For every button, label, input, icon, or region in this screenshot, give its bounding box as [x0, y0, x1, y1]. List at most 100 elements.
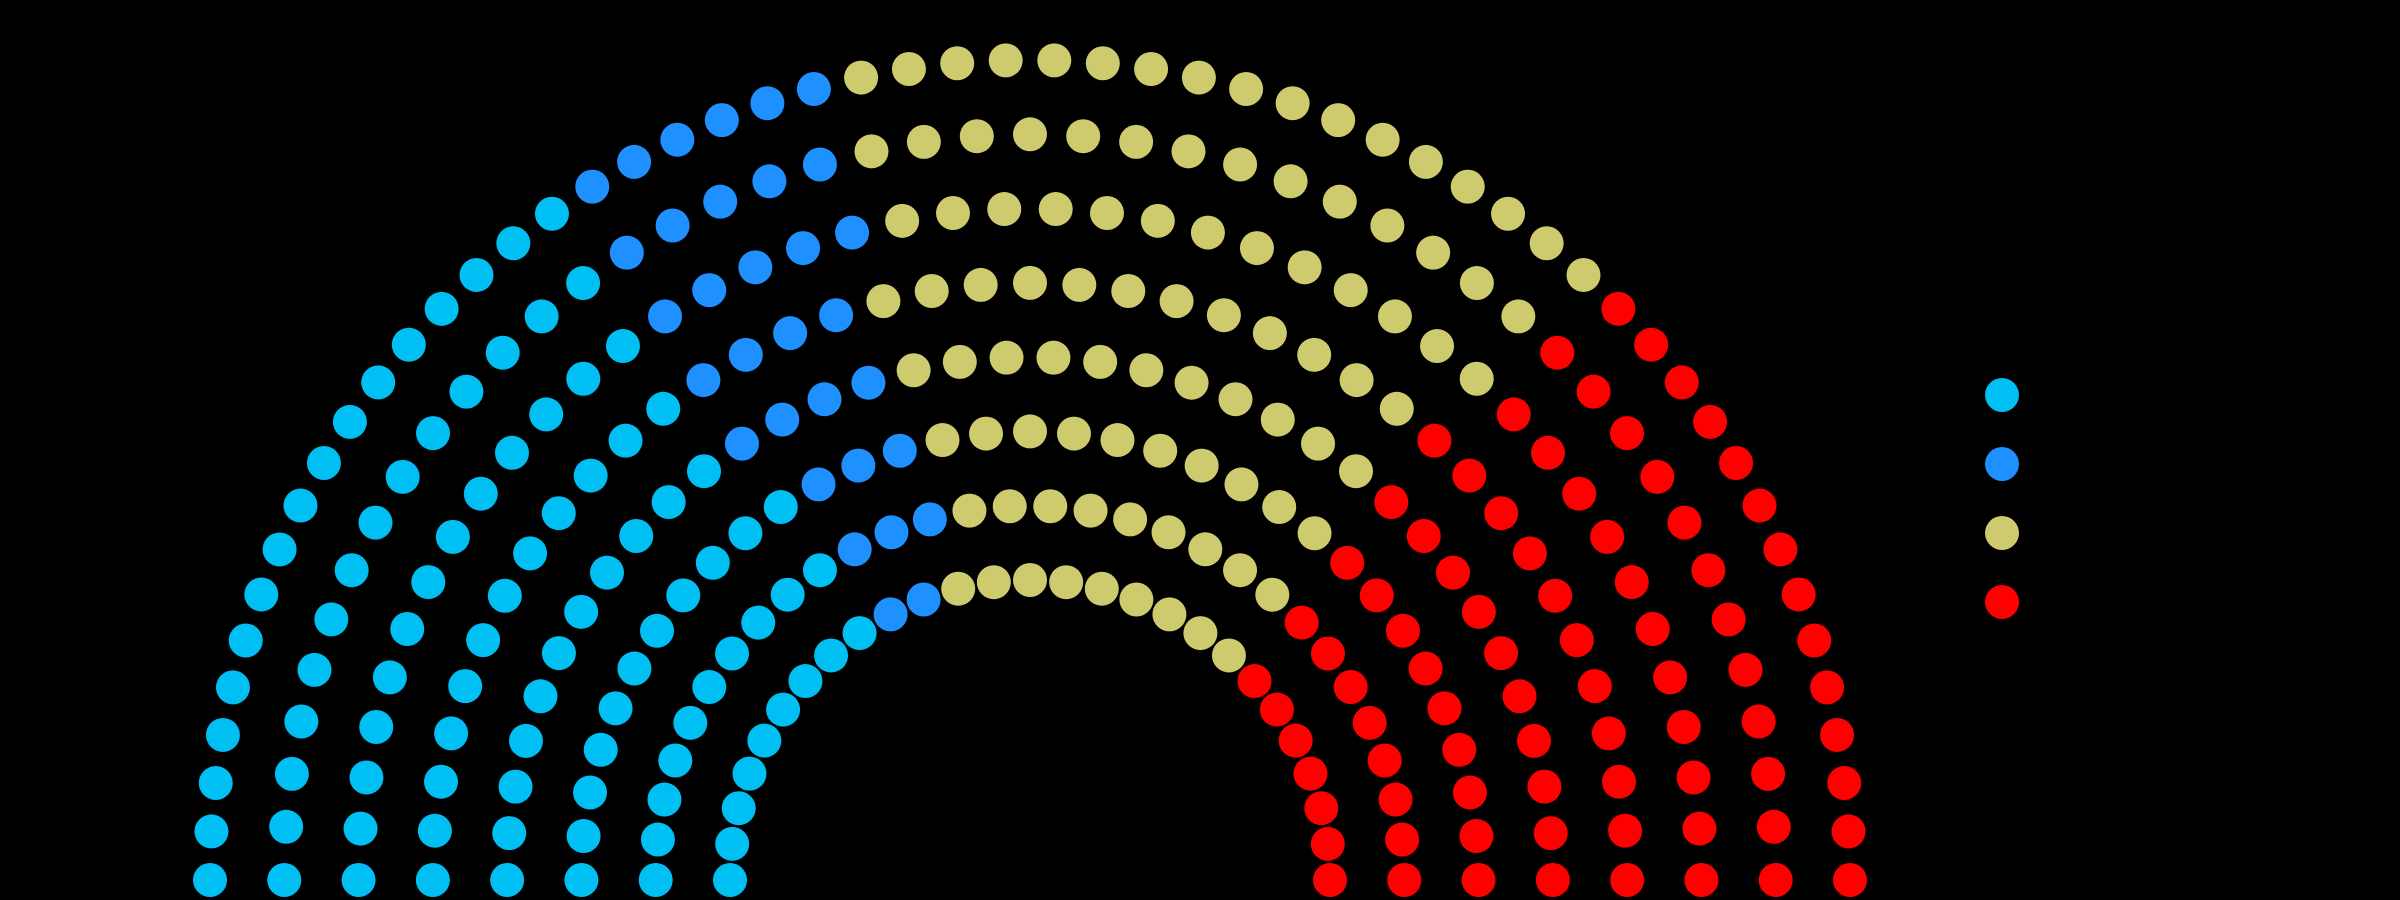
seat[interactable] — [914, 274, 949, 308]
seat[interactable] — [1284, 605, 1319, 640]
seat[interactable] — [646, 391, 681, 426]
seat[interactable] — [466, 623, 501, 658]
seat[interactable] — [1450, 169, 1485, 204]
seat[interactable] — [1484, 496, 1519, 531]
seat[interactable] — [1833, 863, 1867, 897]
seat[interactable] — [660, 122, 695, 157]
seat[interactable] — [640, 613, 675, 648]
seat[interactable] — [989, 340, 1024, 375]
seat[interactable] — [1406, 518, 1441, 553]
seat[interactable] — [575, 169, 610, 204]
seat[interactable] — [1033, 489, 1068, 524]
seat[interactable] — [314, 602, 349, 637]
seat[interactable] — [1664, 365, 1699, 400]
seat[interactable] — [752, 164, 787, 199]
seat[interactable] — [1377, 299, 1412, 334]
seat[interactable] — [385, 459, 420, 494]
seat[interactable] — [566, 819, 601, 854]
seat[interactable] — [508, 723, 543, 758]
seat[interactable] — [274, 756, 309, 791]
seat[interactable] — [495, 435, 529, 470]
seat[interactable] — [1635, 612, 1670, 647]
seat[interactable] — [1533, 816, 1568, 851]
seat[interactable] — [724, 426, 759, 461]
seat[interactable] — [1614, 565, 1649, 600]
seat[interactable] — [1239, 231, 1274, 266]
seat[interactable] — [1049, 565, 1084, 600]
seat[interactable] — [306, 446, 341, 480]
seat[interactable] — [566, 266, 601, 301]
seat[interactable] — [1184, 448, 1219, 483]
seat[interactable] — [885, 203, 920, 238]
seat[interactable] — [1301, 426, 1336, 461]
seat[interactable] — [1224, 467, 1259, 502]
seat[interactable] — [1609, 416, 1644, 451]
seat[interactable] — [1223, 147, 1258, 182]
legend-item[interactable] — [1985, 567, 2365, 636]
seat[interactable] — [1322, 184, 1357, 219]
seat[interactable] — [1538, 578, 1573, 613]
seat[interactable] — [566, 361, 601, 396]
seat[interactable] — [814, 638, 849, 673]
seat[interactable] — [802, 147, 837, 182]
seat[interactable] — [1374, 485, 1409, 520]
seat[interactable] — [1038, 192, 1073, 227]
seat[interactable] — [1436, 555, 1470, 590]
seat[interactable] — [1129, 353, 1164, 388]
seat[interactable] — [1278, 723, 1313, 758]
seat[interactable] — [617, 144, 652, 179]
seat[interactable] — [1313, 863, 1347, 897]
seat[interactable] — [459, 257, 494, 292]
seat[interactable] — [1529, 226, 1564, 261]
seat[interactable] — [1797, 623, 1832, 658]
seat[interactable] — [1113, 502, 1148, 537]
seat[interactable] — [1459, 361, 1494, 396]
seat[interactable] — [1461, 863, 1496, 897]
seat[interactable] — [940, 46, 975, 81]
seat[interactable] — [244, 577, 279, 612]
seat[interactable] — [786, 231, 821, 266]
seat[interactable] — [513, 536, 548, 571]
seat[interactable] — [1719, 446, 1754, 480]
seat[interactable] — [1066, 119, 1101, 154]
seat[interactable] — [1535, 863, 1570, 897]
seat[interactable] — [666, 578, 701, 613]
seat[interactable] — [906, 124, 941, 159]
seat[interactable] — [952, 493, 987, 528]
seat[interactable] — [1577, 669, 1612, 704]
seat[interactable] — [1229, 72, 1264, 106]
seat[interactable] — [741, 605, 776, 640]
seat[interactable] — [424, 291, 459, 326]
seat[interactable] — [619, 518, 654, 553]
seat[interactable] — [1174, 365, 1209, 400]
seat[interactable] — [1602, 764, 1636, 799]
seat[interactable] — [1427, 691, 1462, 726]
seat[interactable] — [605, 329, 640, 364]
seat[interactable] — [873, 597, 908, 632]
seat[interactable] — [1143, 433, 1178, 468]
seat[interactable] — [1484, 636, 1519, 671]
seat[interactable] — [1496, 397, 1531, 432]
seat[interactable] — [770, 577, 805, 612]
seat[interactable] — [925, 423, 960, 458]
seat[interactable] — [692, 273, 727, 308]
seat[interactable] — [655, 208, 690, 243]
seat[interactable] — [1073, 493, 1108, 528]
seat[interactable] — [617, 651, 652, 686]
seat[interactable] — [969, 416, 1004, 451]
seat[interactable] — [449, 374, 484, 409]
seat[interactable] — [349, 760, 384, 795]
seat[interactable] — [1590, 519, 1625, 554]
seat[interactable] — [416, 416, 451, 451]
seat[interactable] — [343, 811, 378, 846]
seat[interactable] — [819, 298, 854, 333]
seat[interactable] — [1297, 516, 1332, 551]
seat[interactable] — [1090, 196, 1124, 230]
legend-item[interactable] — [1985, 498, 2365, 567]
legend-item[interactable] — [1985, 429, 2365, 498]
seat[interactable] — [936, 196, 970, 230]
seat[interactable] — [1056, 416, 1091, 451]
seat[interactable] — [788, 664, 823, 699]
seat[interactable] — [796, 72, 831, 106]
seat[interactable] — [1408, 144, 1443, 179]
